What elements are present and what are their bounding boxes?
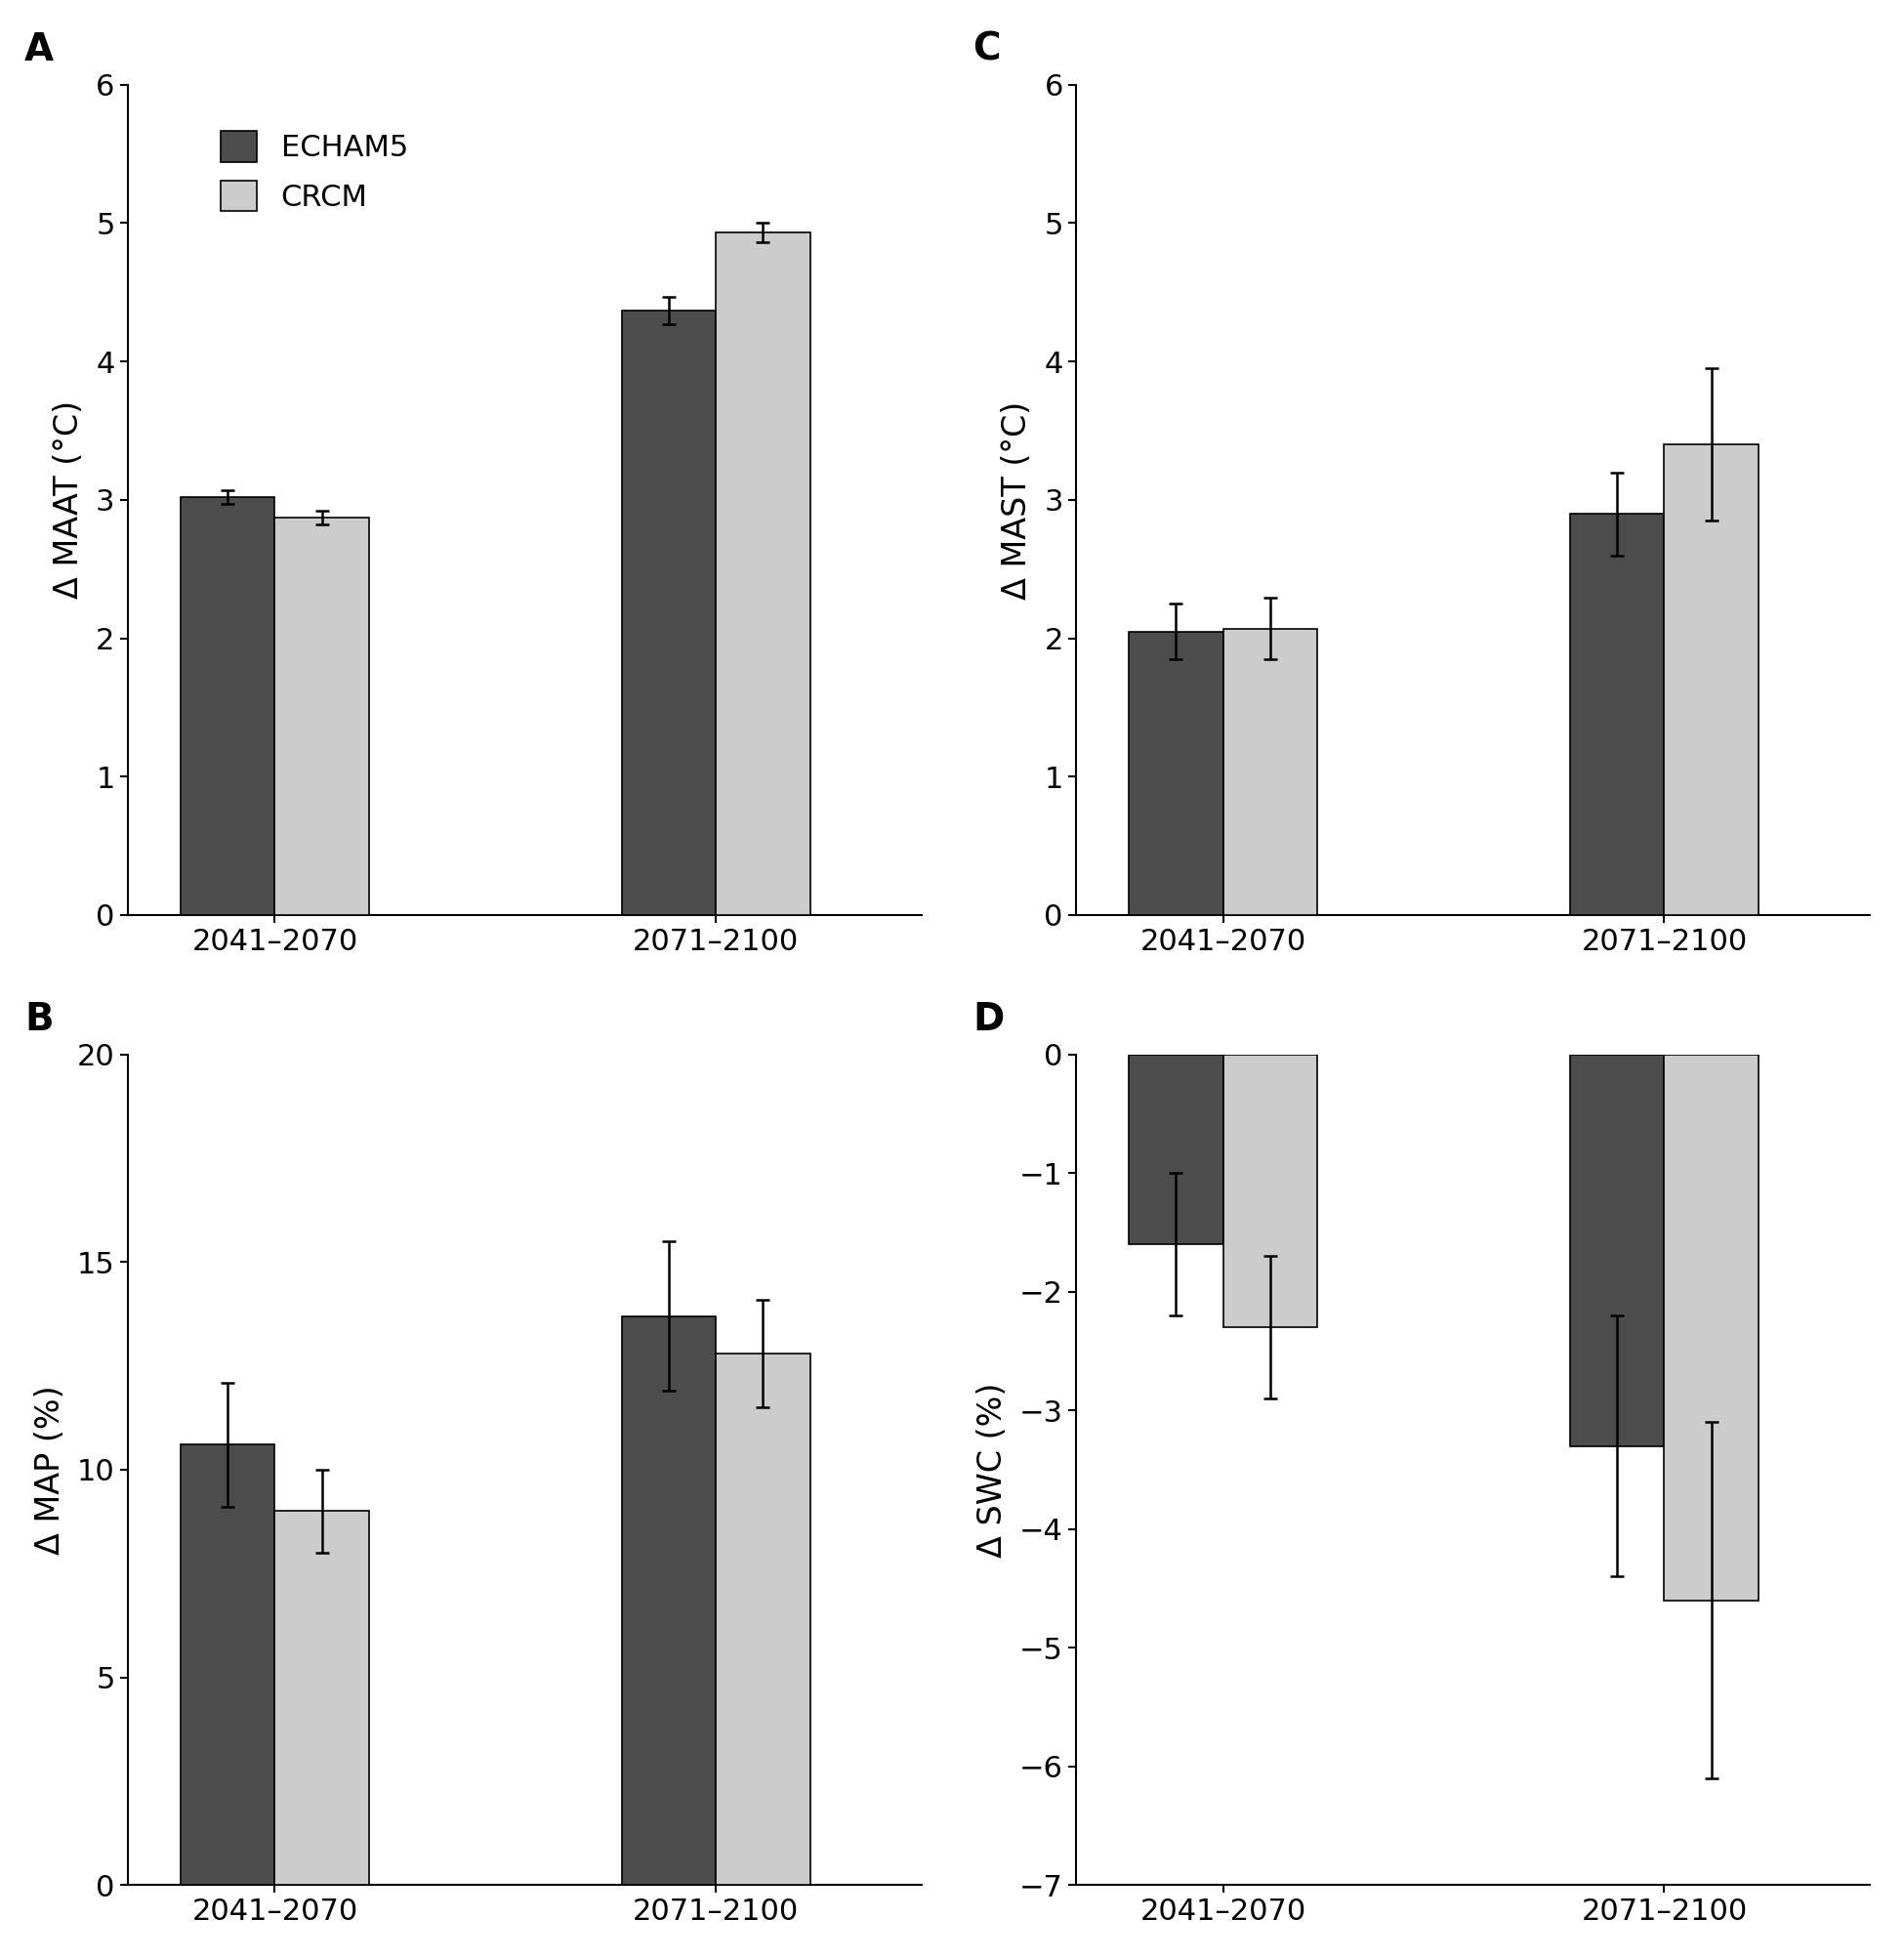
Bar [1129,1054,1222,1245]
Bar [274,1511,369,1886]
Y-axis label: Δ MAST (°C): Δ MAST (°C) [1002,400,1034,600]
Bar [1129,631,1222,915]
Y-axis label: Δ MAAT (°C): Δ MAAT (°C) [53,400,86,600]
Bar [716,233,809,915]
Bar [623,310,716,915]
Legend: ECHAM5, CRCM: ECHAM5, CRCM [206,116,423,227]
Bar [1222,1054,1318,1327]
Bar [1664,1054,1757,1599]
Text: C: C [973,31,1002,69]
Bar [1571,1054,1664,1446]
Bar [1664,445,1757,915]
Y-axis label: Δ SWC (%): Δ SWC (%) [977,1382,1009,1558]
Y-axis label: Δ MAP (%): Δ MAP (%) [34,1386,67,1554]
Bar [716,1354,809,1886]
Bar [181,498,274,915]
Bar [274,517,369,915]
Text: B: B [25,1002,53,1039]
Bar [623,1315,716,1886]
Bar [181,1445,274,1886]
Bar [1222,629,1318,915]
Text: A: A [25,31,53,69]
Text: D: D [973,1002,1003,1039]
Bar [1571,514,1664,915]
